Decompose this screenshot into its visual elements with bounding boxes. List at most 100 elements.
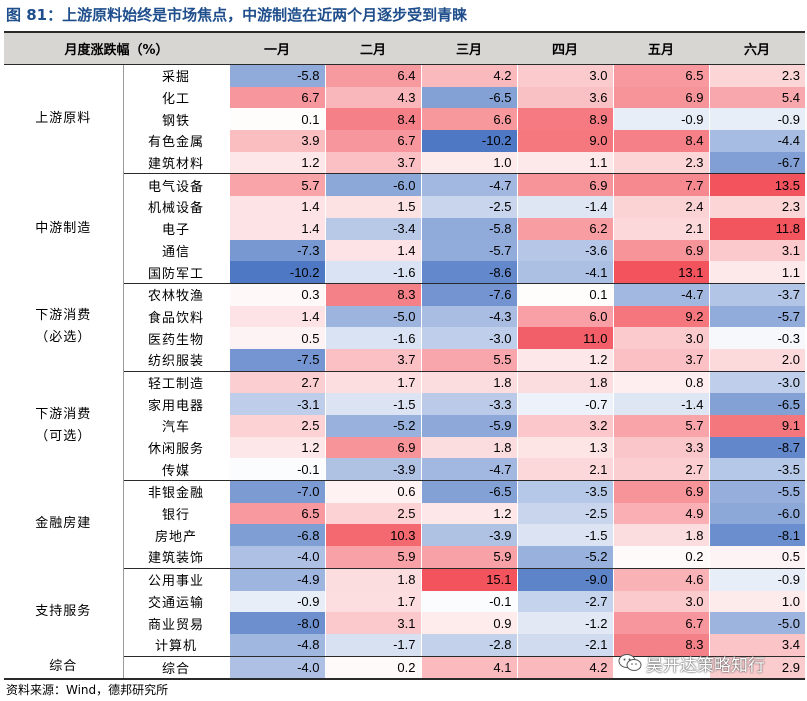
value-cell: 6.4 [324,64,421,87]
value-cell: 1.3 [516,436,613,459]
value-cell: 3.0 [516,64,613,87]
value-cell: -9.0 [516,568,613,591]
value-cell: 1.4 [228,217,325,240]
value-cell: -3.4 [324,217,421,240]
value-cell: 6.6 [420,108,517,131]
value-cell: 1.4 [228,196,325,218]
value-cell: -1.5 [324,393,421,415]
value-cell: 1.2 [420,502,517,525]
value-cell: 3.7 [324,151,421,175]
value-cell: -4.8 [228,633,325,657]
industry-label: 食品饮料 [147,310,204,326]
value-cell: 2.3 [708,64,805,87]
table-row: 综合 综合 -4.0 0.2 4.1 4.2 2.9 [4,656,805,681]
table-row: 电子 1.4 -3.4 -5.8 6.2 2.1 11.8 [4,217,805,240]
value-cell: -7.5 [228,348,325,372]
value-cell: 2.7 [612,458,709,482]
value-cell: -1.4 [612,393,709,415]
table-row: 机械设备 1.4 1.5 -2.5 -1.4 2.4 2.3 [4,196,805,218]
industry-label: 采掘 [161,70,190,86]
value-cell: 1.1 [708,261,805,284]
value-cell: 4.2 [516,656,613,681]
table-row: 化工 6.7 4.3 -6.5 3.6 6.9 5.4 [4,86,805,109]
table-row: 国防军工 -10.2 -1.6 -8.6 -4.1 13.1 1.1 [4,261,805,284]
group-label: 中游制造 [4,173,124,284]
table-row: 上游原料 采掘 -5.8 6.4 4.2 3.0 6.5 2.3 [4,64,805,174]
value-cell: -0.1 [228,458,325,482]
value-cell: 3.1 [324,612,421,634]
value-cell: 1.8 [420,371,517,394]
value-cell: 2.3 [708,196,805,218]
table-row: 纺织服装 -7.5 3.7 5.5 1.2 3.7 2.0 [4,348,805,372]
table-row: 家用电器 -3.1 -1.5 -3.3 -0.7 -1.4 -6.5 [4,393,805,415]
group-label: 上游原料 [4,64,124,174]
value-cell: 1.2 [228,151,325,175]
value-cell: 8.3 [324,283,421,306]
table-row: 下游消费 （必选） 农林牧渔 0.3 8.3 -7.6 0.1 -4.7 -3.7 [4,283,805,372]
month-header: 四月 [517,31,613,65]
table-row: 支持服务 公用事业 -4.9 1.8 15.1 -9.0 4.6 -0.9 [4,568,805,657]
value-cell: 0.2 [612,546,709,569]
value-cell: -3.5 [708,458,805,482]
industry-label: 轻工制造 [147,376,204,392]
industry-label: 交通运输 [147,595,204,611]
industry-label: 机械设备 [147,201,204,217]
value-cell: 1.2 [516,348,613,372]
value-cell: -5.8 [420,217,517,240]
value-cell: 6.5 [612,64,709,87]
watermark: 吴开达策略知行 [618,650,765,676]
value-cell: 5.7 [612,415,709,437]
value-cell: -1.6 [324,327,421,349]
industry-label: 国防军工 [123,261,229,284]
group-label: 下游消费 （可选） [4,371,124,481]
industry-label: 化工 [161,92,190,108]
value-cell: 3.9 [228,130,325,152]
industry-label: 建筑装饰 [123,546,229,569]
value-cell: -5.0 [324,305,421,328]
value-cell: 8.3 [612,633,709,657]
value-cell: 1.5 [324,196,421,218]
value-cell: 2.5 [228,415,325,437]
industry-label: 计算机 [123,633,229,657]
value-cell: 3.6 [516,86,613,109]
value-cell: -5.2 [324,415,421,437]
value-cell: 4.1 [420,656,517,681]
source-note: 资料来源：Wind，德邦研究所 [6,683,169,697]
value-cell: 5.9 [324,546,421,569]
industry-label: 医药生物 [147,332,204,348]
value-cell: -5.5 [708,480,805,503]
value-cell: -1.2 [516,612,613,634]
value-cell: 0.8 [612,371,709,394]
value-cell: 13.1 [612,261,709,284]
table-row: 交通运输 -0.9 1.7 -0.1 -2.7 3.0 1.0 [4,590,805,613]
value-cell: -5.7 [420,239,517,262]
value-cell: -3.9 [324,458,421,482]
value-cell: 3.7 [612,348,709,372]
value-cell: -3.6 [516,239,613,262]
value-cell: -8.6 [420,261,517,284]
industry-label: 纺织服装 [123,348,229,372]
value-cell: -4.0 [228,546,325,569]
value-cell: 5.5 [420,348,517,372]
value-cell: -6.5 [420,480,517,503]
value-cell: 3.4 [708,633,805,657]
industry-label: 建筑材料 [123,151,229,175]
value-cell: 1.7 [324,371,421,394]
value-cell: -0.3 [708,327,805,349]
value-cell: -4.7 [420,458,517,482]
table-row: 汽车 2.5 -5.2 -5.9 3.2 5.7 9.1 [4,415,805,437]
value-cell: -5.0 [708,612,805,634]
industry-label: 银行 [161,508,190,524]
value-cell: -1.7 [324,633,421,657]
value-cell: 3.1 [708,239,805,262]
industry-label: 休闲服务 [147,442,204,458]
value-cell: 1.4 [228,305,325,328]
value-cell: -2.8 [420,633,517,657]
value-cell: -0.9 [708,568,805,591]
value-cell: -5.7 [708,305,805,328]
value-cell: 5.9 [420,546,517,569]
industry-label: 家用电器 [147,398,204,414]
value-cell: 10.3 [324,524,421,547]
industry-label: 有色金属 [147,135,204,151]
value-cell: -7.6 [420,283,517,306]
